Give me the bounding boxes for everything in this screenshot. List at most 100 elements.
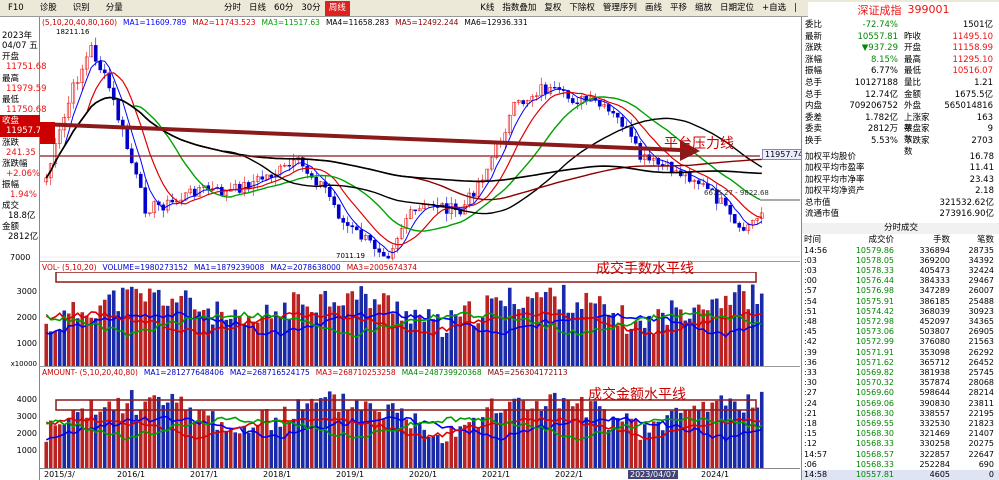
amt-bar	[165, 402, 170, 468]
toolbar-right-item-1[interactable]: 指数叠加	[502, 3, 537, 13]
stat-key: 总市值	[805, 197, 831, 208]
tick-price: 10568.33	[855, 459, 894, 469]
candle-body	[570, 98, 575, 104]
price-chart[interactable]	[40, 28, 800, 261]
candle-body	[332, 196, 337, 206]
amt-ma4-label: MA4=248739920368	[401, 367, 482, 377]
vol-bar	[431, 318, 436, 366]
vol-bar	[300, 304, 305, 366]
amt-bar	[84, 417, 89, 468]
quote-value: 709206752	[849, 101, 898, 112]
vol-bar	[539, 297, 544, 366]
amt-bar	[44, 441, 49, 468]
candle-body	[336, 204, 341, 219]
period-button-3[interactable]: 30分	[301, 2, 321, 13]
tick-count: 21407	[968, 429, 994, 439]
xaxis-label-0: 2015/3/	[44, 470, 75, 479]
candle-body	[413, 209, 418, 212]
amt-bar	[539, 410, 544, 468]
quote-value: 5.53%	[870, 136, 898, 146]
amt-bar	[696, 409, 701, 468]
tick-price: 10570.32	[855, 378, 894, 388]
tick-time: :21	[804, 408, 817, 418]
vol-bar	[129, 286, 134, 366]
amt-axis-4000: 4000	[16, 395, 37, 404]
amt-bar	[584, 417, 589, 468]
vol-bar	[408, 323, 413, 366]
toolbar-item-2[interactable]: 识别	[72, 2, 90, 13]
vol-bar	[597, 296, 602, 366]
quote-panel: 委比 -72.74% 1501亿 最新 10557.81 昨收 11495.10 涨跌 ▼937…	[801, 17, 999, 480]
vol-bar	[453, 314, 458, 366]
quote-key2: 上涨家数	[904, 112, 930, 134]
quote-value2: 2703	[971, 136, 993, 146]
vol-bar	[723, 295, 728, 366]
quote-value2: 1.21	[974, 78, 993, 88]
quote-value2: 9	[987, 124, 993, 135]
toolbar-right-item-7[interactable]: 缩放	[694, 3, 712, 13]
period-button-2[interactable]: 60分	[274, 2, 294, 13]
vol-bar	[624, 333, 629, 366]
vol-bar	[435, 314, 440, 366]
quote-row-6: 总手 12.74亿 金额 1675.5亿	[802, 90, 999, 101]
tick-row: 14:56 10579.86 336894 28735	[802, 246, 999, 256]
candle-body	[237, 183, 242, 193]
vol-bar	[521, 307, 526, 366]
toolbar-item-3[interactable]: 分量	[105, 2, 123, 13]
candle-body	[543, 84, 548, 94]
amt-bar	[683, 409, 688, 468]
info-day: 04/07 五	[2, 41, 38, 51]
toolbar-item-1[interactable]: 诊股	[39, 2, 57, 13]
vol-bar	[125, 289, 130, 366]
candle-body	[224, 190, 229, 196]
amt-bar	[422, 429, 427, 468]
candle-body	[575, 102, 580, 105]
vol-bar	[705, 310, 710, 366]
period-button-4[interactable]: 周线	[324, 0, 350, 16]
toolbar-right-item-2[interactable]: 复权	[544, 3, 562, 13]
toolbar-right-item-4[interactable]: 管理序列	[602, 3, 637, 13]
vol-bar	[71, 302, 76, 366]
toolbar-right-item-3[interactable]: 下除权	[569, 3, 595, 13]
vol-bar	[638, 320, 643, 366]
amt-axis-2000: 2000	[16, 429, 37, 438]
vol-bar	[84, 315, 89, 366]
ma-legend-5: MA5=12492.244	[395, 18, 459, 27]
amt-bar	[269, 430, 274, 468]
candle-body	[323, 181, 328, 188]
candle-body	[723, 197, 728, 206]
vol-bar	[728, 304, 733, 366]
vol-bar	[611, 312, 616, 366]
amt-bar	[372, 410, 377, 468]
amt-bar	[732, 401, 737, 468]
candle-body	[696, 180, 701, 185]
quote-row-7: 内盘 709206752 外盘 565014816	[802, 101, 999, 112]
stat-row-1: 加权平均市盈率 11.41	[802, 163, 999, 174]
amount-chart[interactable]	[40, 378, 800, 468]
info-amt-value: 2812亿	[8, 232, 39, 242]
vol-bar	[57, 329, 62, 366]
toolbar-right-item-9[interactable]: +自选	[762, 3, 787, 13]
toolbar-right-item-10[interactable]: |	[794, 3, 797, 13]
info-amp-value: 1.94%	[10, 190, 38, 200]
candle-body	[170, 199, 175, 203]
vol-bar	[98, 305, 103, 366]
period-button-0[interactable]: 分时	[224, 2, 242, 13]
vol-bar	[354, 299, 359, 366]
candle-body	[737, 222, 742, 228]
vol-bar	[305, 306, 310, 366]
tick-time: 14:56	[804, 245, 828, 255]
vol-axis-2000: 2000	[16, 313, 37, 322]
toolbar-right-item-8[interactable]: 日期定位	[719, 3, 754, 13]
toolbar-right-item-5[interactable]: 画线	[644, 3, 662, 13]
volume-chart[interactable]	[40, 272, 800, 366]
quote-value2: 11158.99	[952, 43, 993, 54]
toolbar-item-0[interactable]: F10	[8, 2, 24, 13]
period-button-1[interactable]: 日线	[249, 2, 267, 13]
candle-body	[350, 225, 355, 228]
toolbar-right-item-6[interactable]: 平移	[669, 3, 687, 13]
vol-bar	[192, 309, 197, 366]
toolbar-right-item-0[interactable]: K线	[480, 3, 495, 13]
quote-key2: 最低	[904, 66, 922, 77]
tick-volume: 336894	[919, 245, 950, 255]
